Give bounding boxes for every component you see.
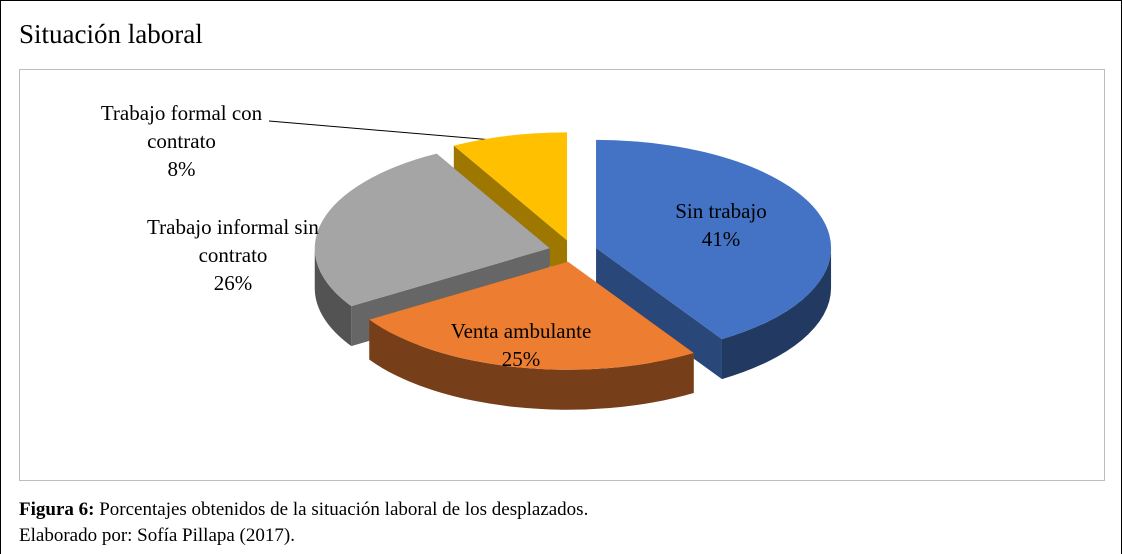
slice-label: Venta ambulante 25% bbox=[421, 317, 621, 373]
category-label: Trabajo informal sin contrato bbox=[147, 215, 319, 267]
chart-area bbox=[19, 69, 1105, 481]
value-label: 25% bbox=[501, 347, 541, 371]
caption-credit: Elaborado por: Sofía Pillapa (2017). bbox=[19, 525, 295, 546]
caption-label: Figura 6: bbox=[19, 499, 95, 520]
chart-title: Situación laboral bbox=[19, 19, 203, 49]
slice bbox=[453, 132, 568, 241]
category-label: Sin trabajo bbox=[675, 199, 767, 223]
slice-wall bbox=[314, 248, 352, 347]
caption: Figura 6: Porcentajes obtenidos de la si… bbox=[19, 499, 588, 521]
value-label: 26% bbox=[213, 271, 253, 295]
slice-wall bbox=[721, 247, 832, 380]
slice-label: Sin trabajo 41% bbox=[641, 197, 801, 253]
slice bbox=[314, 153, 550, 307]
value-label: 41% bbox=[701, 227, 741, 251]
category-label: Venta ambulante bbox=[450, 319, 592, 343]
category-label: Trabajo formal con contrato bbox=[100, 101, 263, 153]
slice bbox=[596, 139, 832, 340]
slice-label: Trabajo informal sin contrato 26% bbox=[133, 213, 333, 297]
caption-text: Porcentajes obtenidos de la situación la… bbox=[99, 499, 589, 520]
value-label: 8% bbox=[167, 157, 196, 181]
slice-wall bbox=[369, 319, 694, 410]
slice-label: Trabajo formal con contrato 8% bbox=[99, 99, 264, 183]
slice bbox=[369, 261, 694, 370]
slice-side bbox=[596, 247, 722, 380]
